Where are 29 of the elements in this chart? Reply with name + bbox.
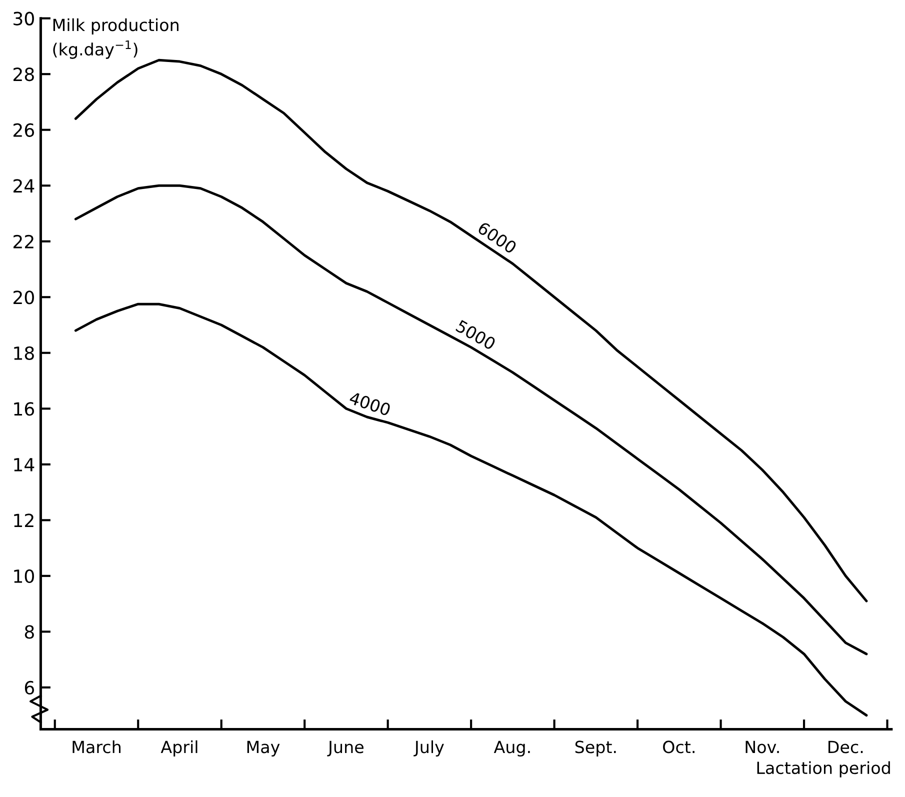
x-tick-label: Dec. [828, 740, 863, 754]
y-tick-label: 30 [14, 12, 34, 26]
y-tick-label: 16 [14, 402, 34, 416]
y-tick-label: 10 [14, 569, 34, 584]
y-tick-label: 20 [14, 290, 34, 304]
y-tick-label: 12 [14, 514, 34, 528]
x-tick-label: April [160, 740, 198, 756]
y-tick-label: 18 [14, 346, 34, 360]
x-tick-label: Oct. [663, 740, 694, 754]
line-series [74, 58, 868, 602]
text: 4000 [348, 391, 392, 416]
y-tick-label: 8 [24, 625, 34, 639]
x-tick-label: Aug. [494, 740, 530, 756]
y-tick-label: 26 [14, 123, 34, 137]
x-tick-label: May [247, 740, 280, 756]
y-tick-label: 28 [14, 68, 34, 82]
line-series [74, 302, 868, 717]
y-tick-label: 22 [14, 234, 34, 248]
y-tick-label: 6 [24, 680, 34, 695]
y-axis-title: Milk production (kg.day$^{−1}$) [53, 18, 178, 59]
x-tick-label: Sept. [575, 740, 616, 756]
line-series [74, 184, 868, 656]
x-tick-label: June [327, 740, 364, 756]
x-tick-label: Nov. [746, 740, 779, 754]
y-tick-label: 14 [14, 458, 34, 472]
x-axis-title: Lactation period [757, 761, 890, 778]
x-tick-label: July [414, 740, 444, 756]
x-tick-label: March [72, 740, 120, 754]
y-tick-label: 24 [14, 179, 34, 192]
